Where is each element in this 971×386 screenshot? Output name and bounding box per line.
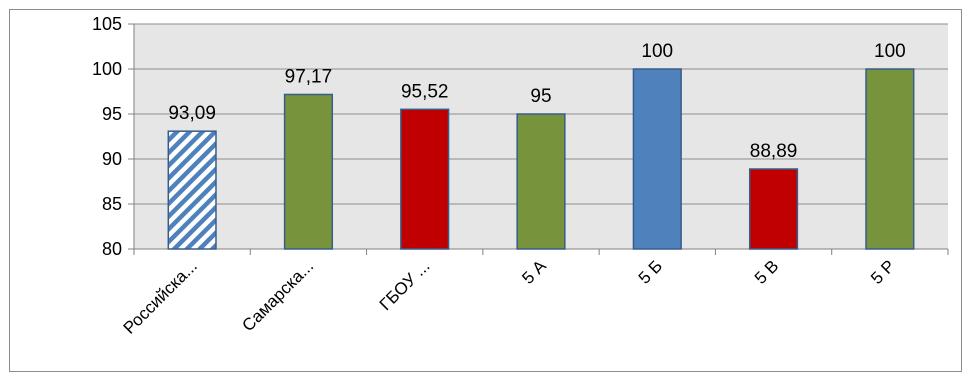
bar — [865, 68, 915, 250]
data-label: 100 — [641, 41, 673, 62]
bar — [167, 130, 217, 250]
bar — [283, 93, 334, 250]
data-label: 97,17 — [285, 66, 333, 87]
bar — [748, 168, 799, 250]
y-tick-label: 90 — [102, 149, 122, 169]
data-label: 95,52 — [401, 81, 449, 102]
data-label: 95 — [530, 86, 551, 107]
data-label: 100 — [874, 41, 906, 62]
y-tick-label: 100 — [92, 59, 122, 79]
data-labels: 93,09 97,17 95,52 95 100 88,89 100 — [168, 41, 905, 162]
bar — [632, 68, 682, 250]
data-label: 93,09 — [168, 103, 216, 124]
y-tick-label: 80 — [102, 239, 122, 259]
bar — [516, 113, 566, 250]
y-tick-label: 105 — [92, 14, 122, 34]
y-tick-label: 85 — [102, 194, 122, 214]
y-tick-label: 95 — [102, 104, 122, 124]
data-label: 88,89 — [750, 141, 798, 162]
bar — [400, 108, 450, 250]
bars — [167, 68, 915, 250]
